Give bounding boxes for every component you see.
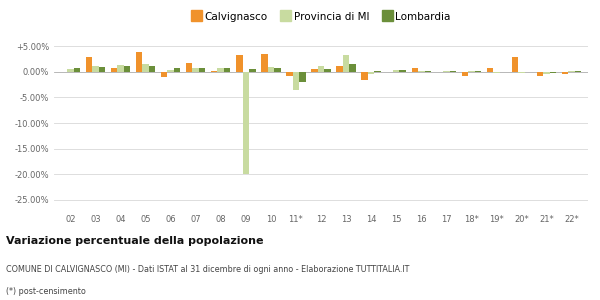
Bar [242,72,249,174]
Bar [518,72,525,74]
Bar [544,72,550,74]
Bar [74,68,80,72]
Bar [343,56,349,72]
Bar [318,66,324,72]
Bar [193,68,199,72]
Bar [487,68,493,72]
Bar [249,69,256,72]
Bar [562,72,568,74]
Bar [461,72,468,76]
Bar [124,66,130,72]
Bar [575,71,581,72]
Bar [217,68,224,72]
Bar [537,72,544,76]
Bar [92,66,98,72]
Bar [475,71,481,72]
Bar [443,71,449,72]
Text: COMUNE DI CALVIGNASCO (MI) - Dati ISTAT al 31 dicembre di ogni anno - Elaborazio: COMUNE DI CALVIGNASCO (MI) - Dati ISTAT … [6,266,409,274]
Bar [374,71,381,72]
Bar [286,72,293,76]
Bar [449,71,456,72]
Bar [199,68,205,72]
Bar [136,52,142,72]
Bar [261,54,268,72]
Bar [550,72,556,74]
Bar [167,70,174,72]
Bar [393,70,400,72]
Bar [110,68,117,72]
Bar [174,68,181,72]
Bar [149,66,155,72]
Bar [400,70,406,72]
Bar [268,67,274,72]
Bar [224,68,230,72]
Bar [299,72,306,82]
Bar [98,67,105,72]
Bar [425,71,431,72]
Bar [161,72,167,77]
Text: (*) post-censimento: (*) post-censimento [6,286,86,296]
Bar [412,68,418,72]
Bar [418,71,425,72]
Bar [324,69,331,72]
Bar [142,64,149,72]
Bar [512,58,518,72]
Bar [67,69,74,72]
Bar [186,63,193,72]
Bar [336,66,343,72]
Bar [311,69,318,72]
Bar [368,72,374,74]
Bar [211,71,217,72]
Bar [361,72,368,80]
Bar [493,72,500,73]
Text: Variazione percentuale della popolazione: Variazione percentuale della popolazione [6,236,263,245]
Bar [293,72,299,90]
Bar [468,71,475,72]
Bar [568,71,575,72]
Legend: Calvignasco, Provincia di MI, Lombardia: Calvignasco, Provincia di MI, Lombardia [191,12,451,22]
Bar [236,56,242,72]
Bar [349,64,356,72]
Bar [117,65,124,72]
Bar [274,68,281,72]
Bar [86,58,92,72]
